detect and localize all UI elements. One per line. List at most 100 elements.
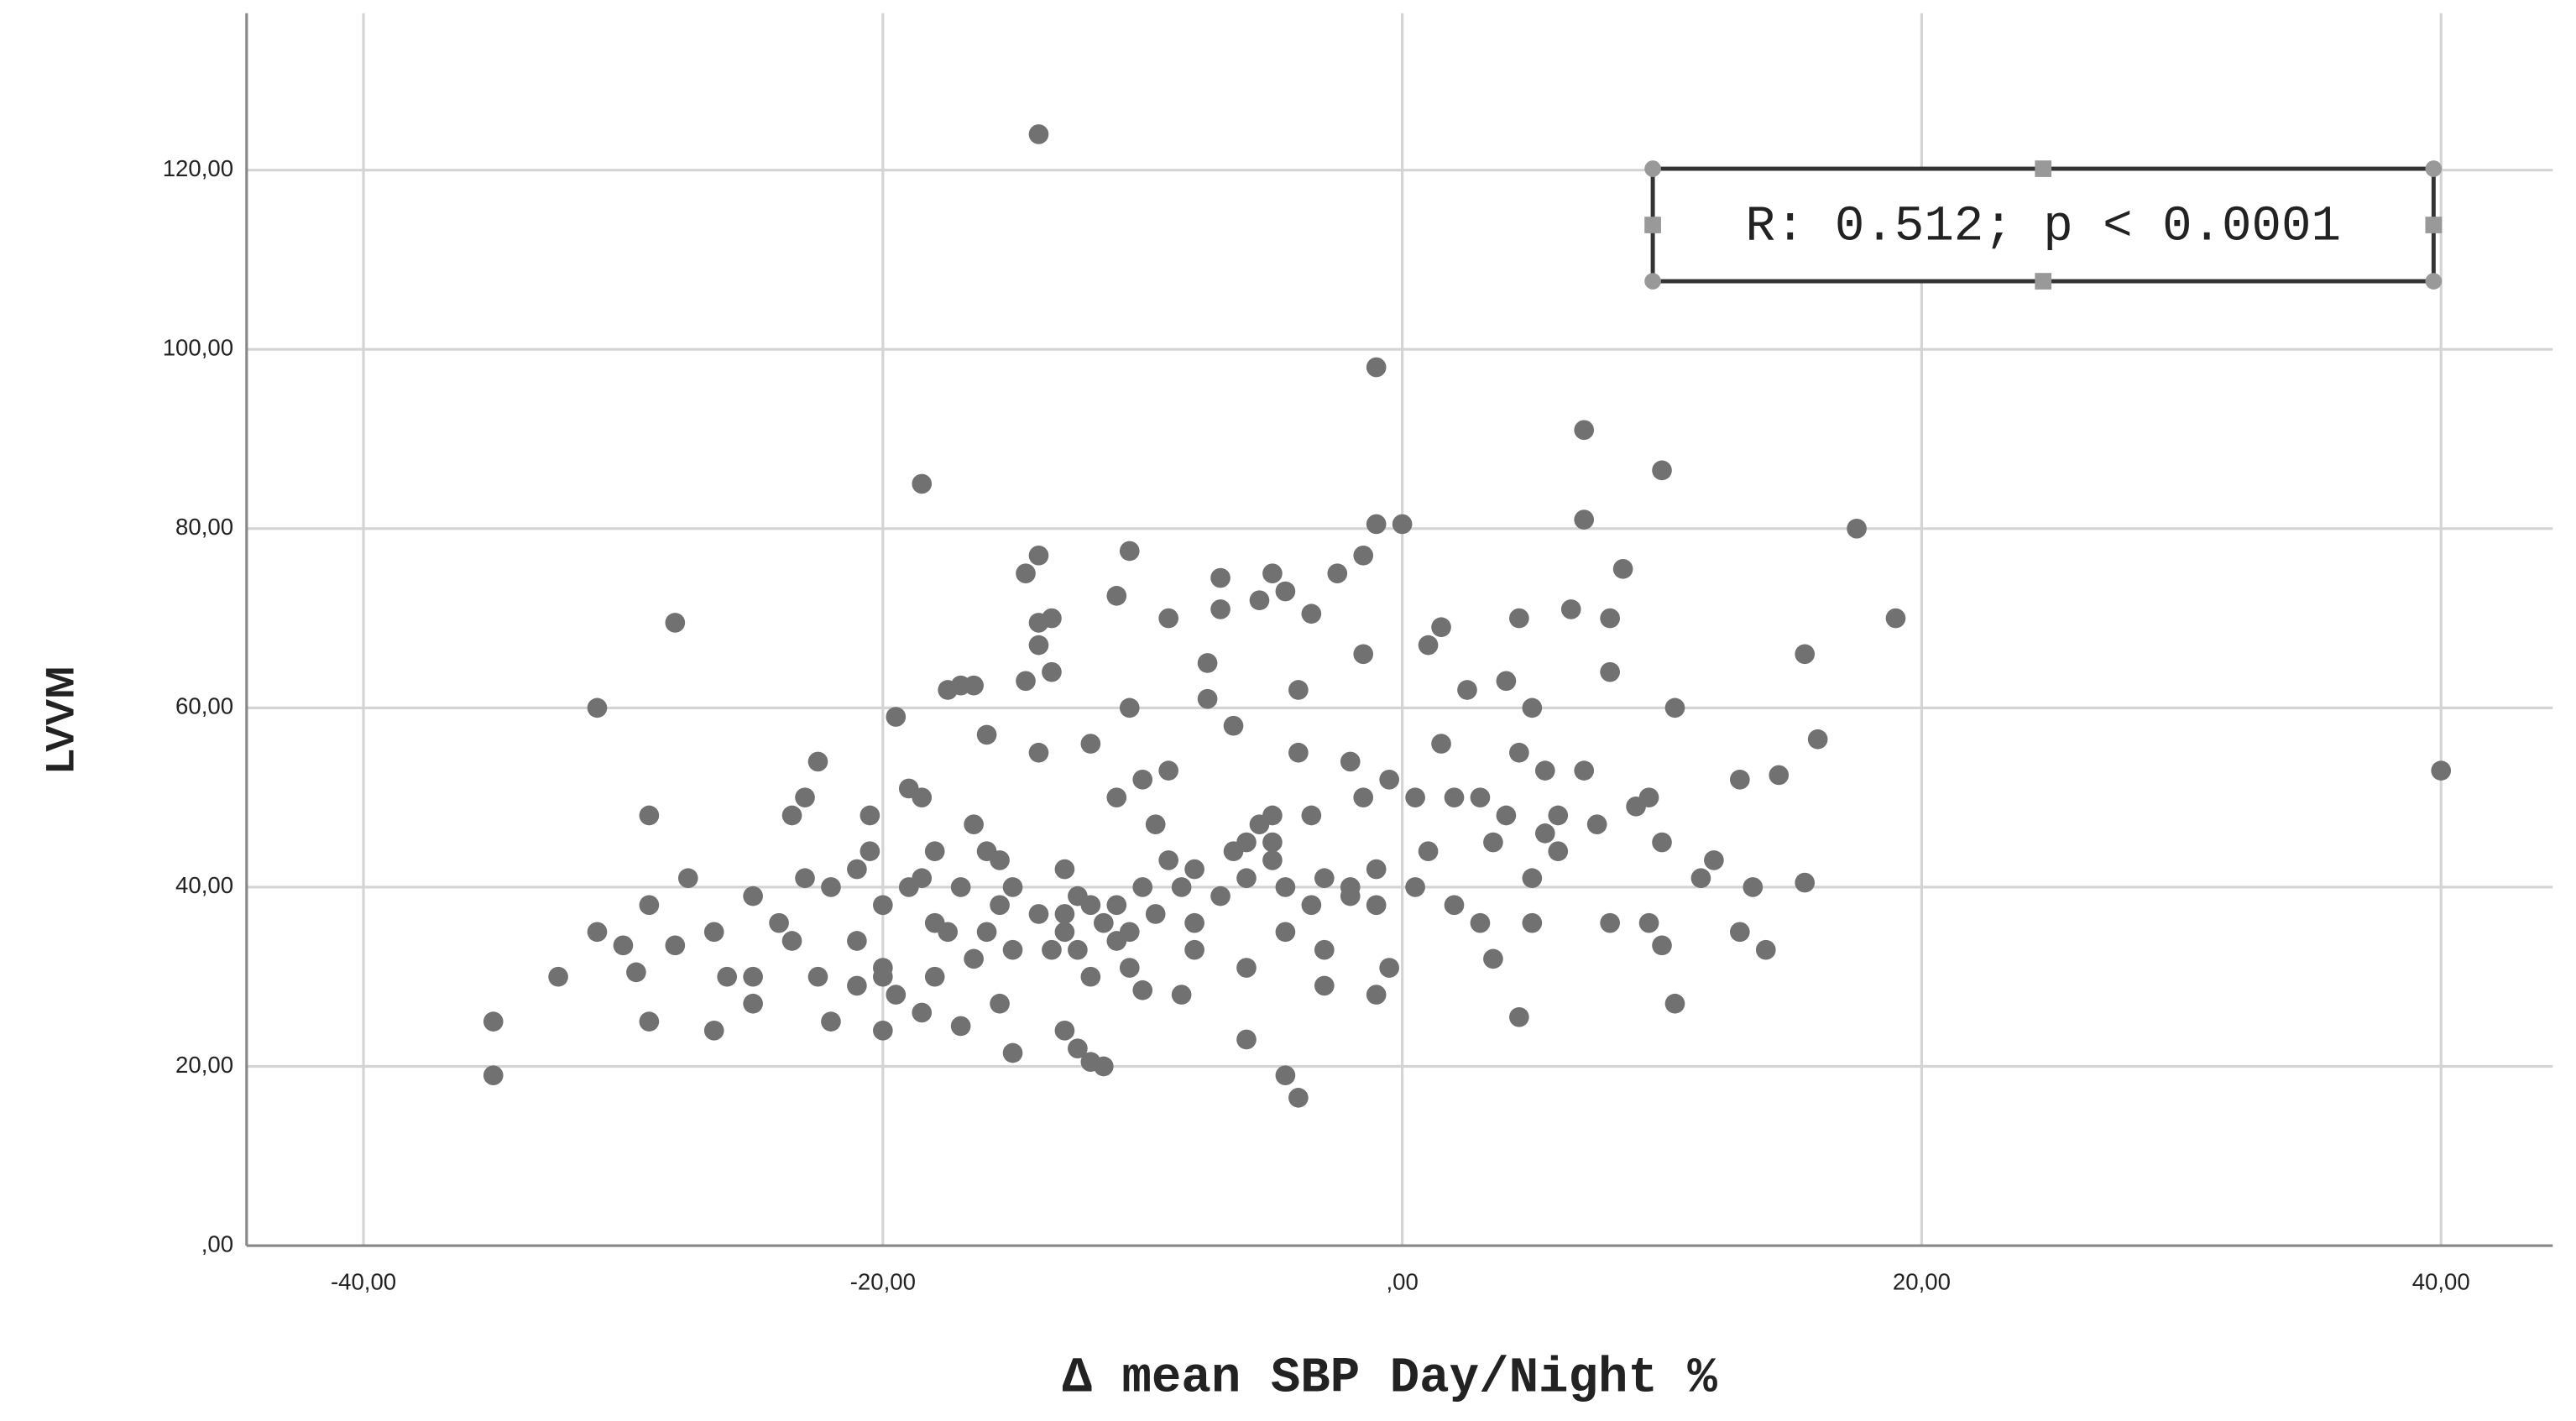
point — [781, 805, 802, 826]
point — [990, 993, 1010, 1014]
point — [1275, 1065, 1296, 1086]
point — [483, 1065, 504, 1086]
point — [1301, 805, 1322, 826]
point — [1054, 904, 1075, 924]
point — [1068, 886, 1088, 906]
point — [847, 931, 867, 951]
point — [1106, 931, 1127, 951]
point — [1690, 868, 1711, 889]
point — [1288, 680, 1309, 700]
point — [1262, 832, 1283, 853]
x-tick-label: ,00 — [1386, 1269, 1418, 1295]
point — [807, 751, 828, 772]
point — [1353, 644, 1374, 665]
point — [1418, 841, 1439, 862]
point — [1275, 877, 1296, 897]
point — [1483, 948, 1503, 969]
point — [1301, 603, 1322, 624]
point — [1730, 769, 1750, 790]
point — [1210, 599, 1231, 619]
point — [1301, 895, 1322, 916]
point — [1509, 1006, 1529, 1027]
point — [1080, 734, 1101, 754]
point — [1600, 661, 1620, 682]
point — [1210, 886, 1231, 906]
point — [483, 1011, 504, 1032]
point — [1600, 912, 1620, 933]
point — [587, 922, 608, 943]
point — [1028, 904, 1049, 924]
point — [886, 707, 907, 727]
point — [1769, 765, 1790, 786]
point — [2431, 760, 2452, 781]
point — [1236, 1029, 1257, 1050]
point — [1743, 877, 1763, 897]
box-handle — [1644, 273, 1661, 290]
point — [769, 912, 789, 933]
point — [1652, 460, 1672, 481]
point — [1496, 671, 1517, 692]
point — [1612, 559, 1633, 579]
point — [1652, 832, 1672, 853]
point — [1392, 514, 1413, 535]
point — [1275, 922, 1296, 943]
point — [781, 931, 802, 951]
point — [1314, 868, 1335, 889]
point — [548, 966, 568, 987]
point — [743, 886, 763, 906]
point — [976, 724, 997, 745]
y-tick-label: ,00 — [201, 1230, 233, 1256]
point — [1249, 814, 1270, 835]
y-tick-label: 80,00 — [175, 514, 233, 540]
x-tick-label: 40,00 — [2412, 1269, 2470, 1295]
point — [1132, 769, 1153, 790]
point — [1210, 567, 1231, 588]
point — [1353, 546, 1374, 566]
point — [1171, 985, 1192, 1005]
point — [1470, 912, 1491, 933]
point — [1885, 608, 1906, 629]
point — [924, 966, 945, 987]
point — [1522, 697, 1543, 718]
point — [587, 697, 608, 718]
point — [1288, 1088, 1309, 1108]
point — [1028, 546, 1049, 566]
y-tick-label: 40,00 — [175, 872, 233, 898]
point — [1652, 935, 1672, 956]
point — [1171, 877, 1192, 897]
point — [950, 1016, 971, 1037]
point — [1236, 832, 1257, 853]
point — [1288, 742, 1309, 763]
point — [639, 805, 660, 826]
point — [1132, 877, 1153, 897]
point — [1262, 563, 1283, 584]
point — [1080, 966, 1101, 987]
point — [626, 962, 646, 983]
point — [1042, 661, 1062, 682]
point — [1028, 124, 1049, 144]
point — [613, 935, 634, 956]
point — [1574, 760, 1595, 781]
point — [1366, 514, 1387, 535]
point — [1197, 653, 1218, 673]
point — [1574, 420, 1595, 441]
x-axis-label: Δ mean SBP Day/Night % — [1063, 1350, 1718, 1406]
point — [1016, 563, 1036, 584]
point — [912, 1002, 933, 1023]
point — [1002, 1042, 1023, 1063]
point — [1366, 859, 1387, 880]
point — [886, 985, 907, 1005]
point — [1106, 895, 1127, 916]
point — [1366, 357, 1387, 378]
point — [938, 922, 959, 943]
point — [1534, 823, 1555, 844]
point — [1548, 805, 1569, 826]
point — [665, 935, 686, 956]
point — [1379, 769, 1399, 790]
point — [665, 613, 686, 633]
point — [1314, 975, 1335, 996]
box-handle — [1644, 217, 1661, 233]
point — [964, 675, 984, 696]
point — [1509, 742, 1529, 763]
point — [1807, 729, 1828, 750]
